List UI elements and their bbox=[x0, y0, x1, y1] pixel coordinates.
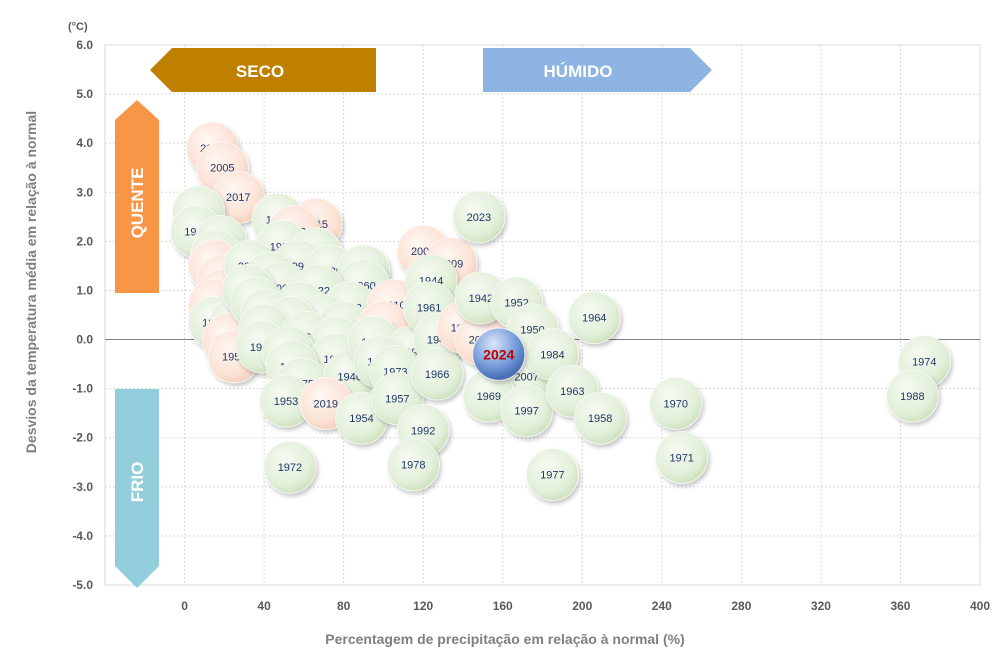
data-point-1953: 1953 bbox=[259, 374, 313, 428]
point-label-2017: 2017 bbox=[226, 192, 250, 204]
y-tick-label: 1.0 bbox=[76, 283, 93, 297]
y-tick-label: -5.0 bbox=[72, 578, 93, 592]
bubble-1988 bbox=[885, 369, 939, 423]
point-label-1953: 1953 bbox=[274, 396, 298, 408]
point-label-1946: 1946 bbox=[337, 371, 361, 383]
point-label-1971: 1971 bbox=[669, 452, 693, 464]
point-label-1974: 1974 bbox=[912, 357, 936, 369]
data-point-1978: 1978 bbox=[386, 438, 440, 492]
bubble-1964 bbox=[567, 290, 621, 344]
quadrant-arrows: SECO HÚMIDO QUENTE FRIO bbox=[115, 48, 712, 588]
point-label-1997: 1997 bbox=[514, 406, 538, 418]
x-tick-label: 40 bbox=[257, 599, 271, 613]
grid-layer bbox=[104, 44, 981, 586]
data-points: 2004200520171996194320001994200119991948… bbox=[169, 121, 951, 502]
seco-arrow bbox=[150, 48, 376, 92]
x-tick-label: 200 bbox=[572, 599, 592, 613]
point-label-1954: 1954 bbox=[349, 413, 373, 425]
point-label-2007: 2007 bbox=[514, 371, 538, 383]
y-tick-label: -4.0 bbox=[72, 529, 93, 543]
bubble-1966 bbox=[410, 347, 464, 401]
point-label-1958: 1958 bbox=[588, 413, 612, 425]
point-label-1977: 1977 bbox=[540, 470, 564, 482]
bubble-1972 bbox=[263, 440, 317, 494]
point-label-1963: 1963 bbox=[560, 386, 584, 398]
x-tick-label: 120 bbox=[413, 599, 433, 613]
axis-layer: 6.0 5.0 4.0 3.0 2.0 1.0 0.0 -1.0 -2.0 -3.0 -4.0 -5.… bbox=[72, 38, 990, 613]
bubble-1977 bbox=[525, 448, 579, 502]
y-tick-label: 5.0 bbox=[76, 87, 93, 101]
y-tick-label: 6.0 bbox=[76, 38, 93, 52]
point-label-1964: 1964 bbox=[582, 312, 606, 324]
data-point-1988: 1988 bbox=[885, 369, 939, 423]
frio-arrow bbox=[115, 389, 159, 588]
data-point-1997: 1997 bbox=[500, 384, 554, 438]
point-label-1969: 1969 bbox=[477, 391, 501, 403]
point-label-1961: 1961 bbox=[417, 303, 441, 315]
point-label-1988: 1988 bbox=[900, 391, 924, 403]
point-label-1942: 1942 bbox=[469, 293, 493, 305]
point-label-1970: 1970 bbox=[663, 398, 687, 410]
bubble-2024 bbox=[472, 327, 526, 381]
x-tick-label: 240 bbox=[652, 599, 672, 613]
data-point-2023: 2023 bbox=[452, 190, 506, 244]
quente-arrow bbox=[115, 100, 159, 293]
y-tick-label: 2.0 bbox=[76, 234, 93, 248]
y-tick-label: -1.0 bbox=[72, 382, 93, 396]
point-label-1992: 1992 bbox=[411, 425, 435, 437]
bubble-1997 bbox=[500, 384, 554, 438]
humido-label: HÚMIDO bbox=[544, 62, 613, 81]
point-label-1978: 1978 bbox=[401, 460, 425, 472]
seco-label: SECO bbox=[236, 62, 284, 81]
humido-arrow bbox=[483, 48, 712, 92]
x-tick-label: 160 bbox=[493, 599, 513, 613]
frio-label: FRIO bbox=[128, 462, 147, 503]
bubble-2023 bbox=[452, 190, 506, 244]
data-point-1966: 1966 bbox=[410, 347, 464, 401]
point-label-2019: 2019 bbox=[313, 398, 337, 410]
point-label-2005: 2005 bbox=[210, 163, 234, 175]
y-tick-label: 4.0 bbox=[76, 136, 93, 150]
data-point-1971: 1971 bbox=[655, 430, 709, 484]
data-point-1977: 1977 bbox=[525, 448, 579, 502]
bubble-1978 bbox=[386, 438, 440, 492]
x-tick-label: 80 bbox=[337, 599, 351, 613]
bubble-1971 bbox=[655, 430, 709, 484]
data-point-1964: 1964 bbox=[567, 290, 621, 344]
data-point-1958: 1958 bbox=[573, 391, 627, 445]
y-unit-label: (°C) bbox=[68, 21, 88, 33]
y-tick-label: 3.0 bbox=[76, 185, 93, 199]
point-label-1972: 1972 bbox=[278, 462, 302, 474]
x-tick-label: 280 bbox=[731, 599, 751, 613]
point-label-1957: 1957 bbox=[385, 393, 409, 405]
data-point-1970: 1970 bbox=[649, 376, 703, 430]
y-axis-title: Desvios da temperatura média em relação … bbox=[23, 111, 39, 453]
y-tick-label: -3.0 bbox=[72, 480, 93, 494]
point-label-2024: 2024 bbox=[483, 346, 514, 362]
x-tick-label: 0 bbox=[181, 599, 188, 613]
x-tick-label: 320 bbox=[811, 599, 831, 613]
bubble-1970 bbox=[649, 376, 703, 430]
point-label-1966: 1966 bbox=[425, 369, 449, 381]
x-tick-label: 360 bbox=[890, 599, 910, 613]
y-tick-label: 0.0 bbox=[76, 333, 93, 347]
bubble-1958 bbox=[573, 391, 627, 445]
point-label-1984: 1984 bbox=[540, 349, 564, 361]
data-point-1972: 1972 bbox=[263, 440, 317, 494]
data-point-2024: 2024 bbox=[472, 327, 526, 381]
x-axis-title: Percentagem de precipitação em relação à… bbox=[325, 631, 684, 647]
point-label-2023: 2023 bbox=[467, 212, 491, 224]
quente-label: QUENTE bbox=[128, 168, 147, 239]
x-tick-label: 400 bbox=[970, 599, 990, 613]
y-tick-label: -2.0 bbox=[72, 431, 93, 445]
